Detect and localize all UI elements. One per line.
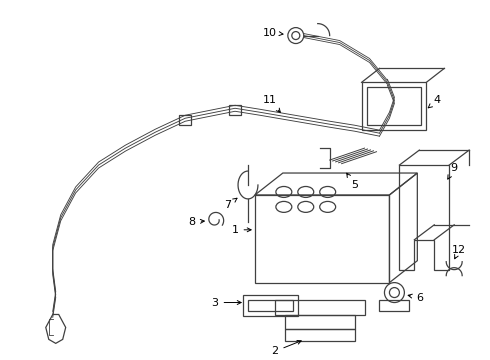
Text: 4: 4 <box>428 95 441 108</box>
Text: 11: 11 <box>263 95 280 112</box>
Bar <box>229 105 241 115</box>
Text: 7: 7 <box>224 198 237 210</box>
Bar <box>379 300 409 311</box>
Bar <box>362 82 426 130</box>
Text: 1: 1 <box>232 225 251 235</box>
Bar <box>275 300 365 315</box>
Text: 9: 9 <box>448 163 458 179</box>
Bar <box>255 195 390 283</box>
Text: 2: 2 <box>271 341 301 356</box>
Text: 10: 10 <box>263 28 283 37</box>
Bar <box>248 300 293 311</box>
Text: 8: 8 <box>189 217 204 227</box>
Text: 12: 12 <box>452 245 466 259</box>
Bar <box>285 315 355 329</box>
Text: 5: 5 <box>347 173 358 190</box>
Text: 6: 6 <box>408 293 423 302</box>
Text: 3: 3 <box>212 297 241 307</box>
Bar <box>285 329 355 341</box>
Bar <box>243 294 298 316</box>
Bar <box>179 115 191 125</box>
